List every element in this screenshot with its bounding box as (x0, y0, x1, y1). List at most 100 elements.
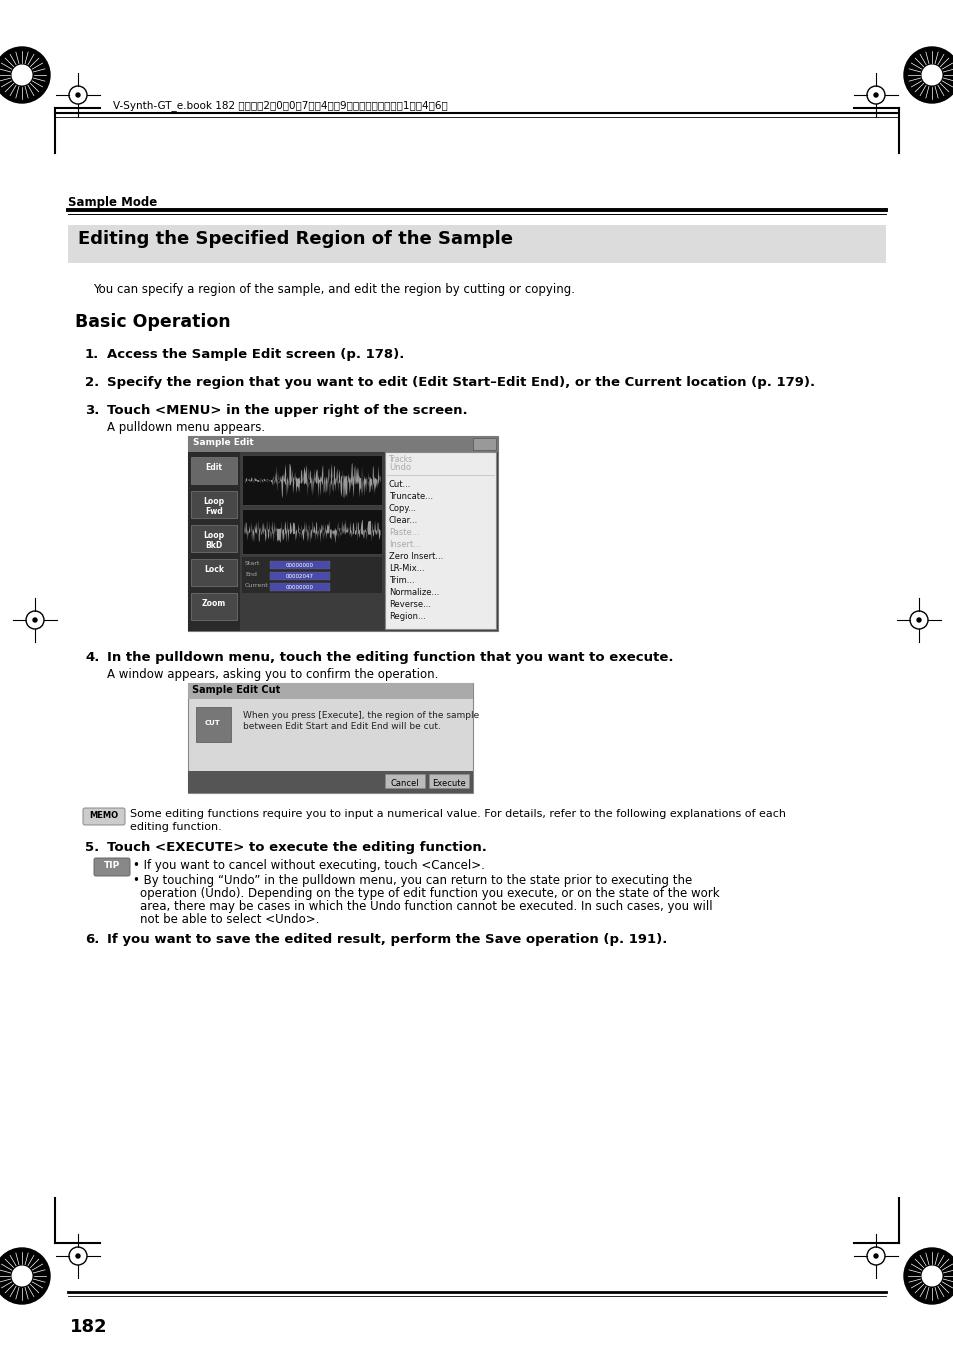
Bar (188, 436, 497, 631)
Text: TIP: TIP (104, 861, 120, 870)
Bar (188, 684, 473, 793)
Circle shape (0, 47, 50, 103)
Text: A pulldown menu appears.: A pulldown menu appears. (107, 422, 265, 434)
Text: CUT: CUT (205, 720, 221, 725)
Text: Copy...: Copy... (389, 504, 416, 513)
Circle shape (922, 65, 941, 85)
Text: Insert...: Insert... (389, 540, 420, 549)
Text: Tracks: Tracks (389, 455, 413, 463)
Circle shape (76, 93, 80, 97)
Bar (270, 561, 330, 569)
Text: You can specify a region of the sample, and edit the region by cutting or copyin: You can specify a region of the sample, … (92, 282, 575, 296)
Text: Basic Operation: Basic Operation (75, 313, 231, 331)
Text: 6.: 6. (85, 934, 99, 946)
Text: MEMO: MEMO (90, 811, 118, 820)
Text: Access the Sample Edit screen (p. 178).: Access the Sample Edit screen (p. 178). (107, 349, 404, 361)
Bar (473, 438, 496, 450)
Text: Clear...: Clear... (389, 516, 417, 526)
Bar (188, 771, 473, 793)
Text: 2.: 2. (85, 376, 99, 389)
Text: 00000000: 00000000 (286, 585, 314, 590)
Text: 5.: 5. (85, 842, 99, 854)
Text: Lock: Lock (204, 565, 224, 574)
Circle shape (916, 617, 920, 621)
Text: Specify the region that you want to edit (Edit Start–Edit End), or the Current l: Specify the region that you want to edit… (107, 376, 814, 389)
Text: not be able to select <Undo>.: not be able to select <Undo>. (140, 913, 319, 925)
Bar (191, 593, 236, 620)
FancyBboxPatch shape (94, 858, 130, 875)
Circle shape (903, 47, 953, 103)
Text: Loop
Fwd: Loop Fwd (203, 497, 224, 516)
Text: 00000000: 00000000 (286, 563, 314, 567)
Text: In the pulldown menu, touch the editing function that you want to execute.: In the pulldown menu, touch the editing … (107, 651, 673, 663)
Bar (195, 707, 231, 742)
Text: Editing the Specified Region of the Sample: Editing the Specified Region of the Samp… (78, 230, 513, 249)
Circle shape (76, 1254, 80, 1258)
Bar (188, 453, 240, 631)
Text: Start: Start (245, 561, 260, 566)
Text: 4.: 4. (85, 651, 99, 663)
Text: Cancel: Cancel (391, 780, 419, 788)
Text: Sample Edit: Sample Edit (193, 438, 253, 447)
Text: area, there may be cases in which the Undo function cannot be executed. In such : area, there may be cases in which the Un… (140, 900, 712, 913)
Text: Sample Mode: Sample Mode (68, 196, 157, 209)
Bar (270, 584, 330, 590)
Circle shape (873, 93, 877, 97)
Text: • If you want to cancel without executing, touch <Cancel>.: • If you want to cancel without executin… (132, 859, 484, 871)
Text: Current: Current (245, 584, 269, 588)
Bar (429, 774, 469, 788)
Text: operation (Undo). Depending on the type of edit function you execute, or on the : operation (Undo). Depending on the type … (140, 888, 719, 900)
Text: editing function.: editing function. (130, 821, 221, 832)
Text: When you press [Execute], the region of the sample: When you press [Execute], the region of … (243, 711, 478, 720)
Text: LR-Mix...: LR-Mix... (389, 563, 424, 573)
Bar (68, 226, 885, 263)
Text: Truncate...: Truncate... (389, 492, 433, 501)
Text: Zero Insert...: Zero Insert... (389, 553, 443, 561)
Text: End: End (245, 571, 256, 577)
Circle shape (12, 65, 31, 85)
Text: Region...: Region... (389, 612, 425, 621)
Text: Reverse...: Reverse... (389, 600, 431, 609)
Bar (242, 455, 381, 505)
Text: Cut...: Cut... (389, 480, 411, 489)
Text: between Edit Start and Edit End will be cut.: between Edit Start and Edit End will be … (243, 721, 440, 731)
Text: Trim...: Trim... (389, 576, 415, 585)
Bar (191, 457, 236, 484)
Text: Edit: Edit (205, 463, 222, 471)
Circle shape (922, 1266, 941, 1286)
Bar (191, 559, 236, 586)
Bar (188, 684, 473, 698)
Text: Paste...: Paste... (389, 528, 419, 536)
Text: Undo: Undo (389, 463, 411, 471)
Text: Zoom: Zoom (202, 598, 226, 608)
Text: • By touching “Undo” in the pulldown menu, you can return to the state prior to : • By touching “Undo” in the pulldown men… (132, 874, 692, 888)
Text: Some editing functions require you to input a numerical value. For details, refe: Some editing functions require you to in… (130, 809, 785, 819)
Circle shape (873, 1254, 877, 1258)
Circle shape (12, 1266, 31, 1286)
Text: A window appears, asking you to confirm the operation.: A window appears, asking you to confirm … (107, 667, 438, 681)
Text: 182: 182 (70, 1319, 108, 1336)
Text: 1.: 1. (85, 349, 99, 361)
Text: 00002047: 00002047 (286, 574, 314, 580)
Text: 3.: 3. (85, 404, 99, 417)
Bar (385, 453, 496, 630)
Bar (385, 774, 424, 788)
Bar (242, 509, 381, 554)
Text: Touch <MENU> in the upper right of the screen.: Touch <MENU> in the upper right of the s… (107, 404, 467, 417)
Text: Loop
BkD: Loop BkD (203, 531, 224, 550)
Text: If you want to save the edited result, perform the Save operation (p. 191).: If you want to save the edited result, p… (107, 934, 667, 946)
Bar (191, 526, 236, 553)
Circle shape (903, 1248, 953, 1304)
Text: Sample Edit Cut: Sample Edit Cut (192, 685, 280, 694)
Bar (242, 557, 381, 593)
Text: Execute: Execute (432, 780, 465, 788)
Text: Touch <EXECUTE> to execute the editing function.: Touch <EXECUTE> to execute the editing f… (107, 842, 486, 854)
Circle shape (33, 617, 37, 621)
Bar (188, 436, 497, 453)
Text: Normalize...: Normalize... (389, 588, 439, 597)
Circle shape (0, 1248, 50, 1304)
Bar (270, 571, 330, 580)
Bar (191, 490, 236, 517)
Text: V-Synth-GT_e.book 182 ページ　2　0　0　7年　4月　9日　月曜日　午後　1時　4　6分: V-Synth-GT_e.book 182 ページ 2 0 0 7年 4月 9日… (112, 100, 447, 111)
FancyBboxPatch shape (83, 808, 125, 825)
